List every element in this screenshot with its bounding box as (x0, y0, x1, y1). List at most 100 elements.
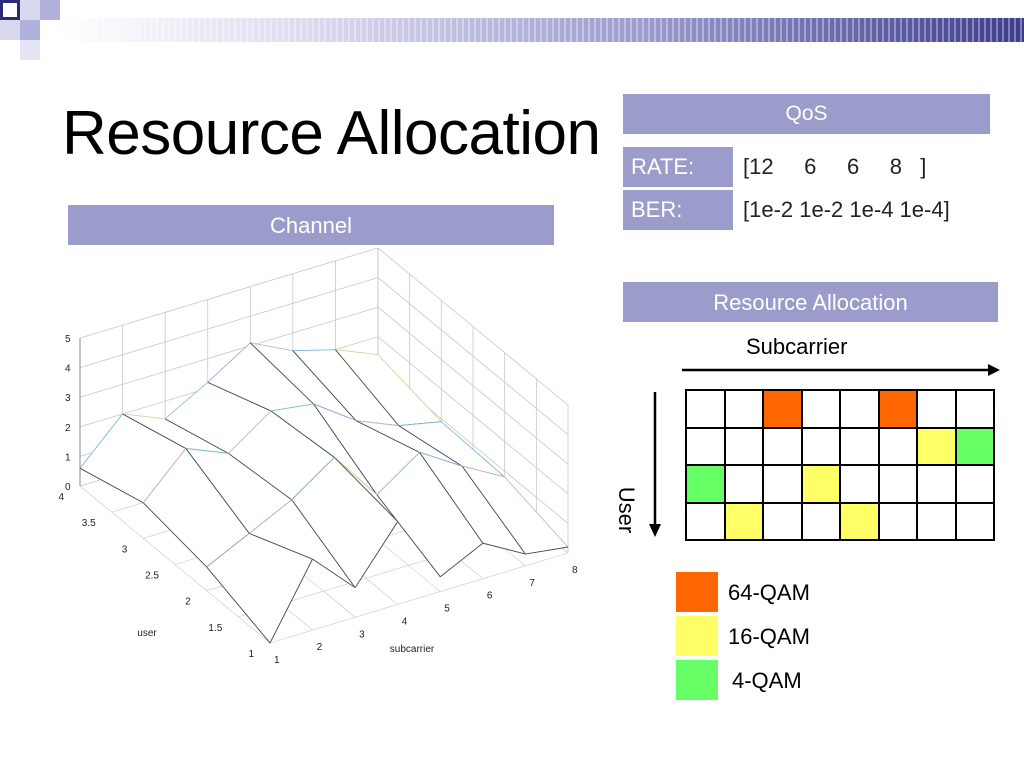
surface-edge (250, 342, 314, 405)
x-tick-label: 5 (444, 604, 450, 615)
modulation-legend: 64-QAM 16-QAM 4-QAM (676, 572, 876, 702)
surface-edge (398, 425, 463, 467)
rate-label: RATE: (623, 147, 733, 187)
z-tick-label: 0 (65, 482, 71, 493)
surface-edge (206, 566, 271, 644)
allocation-cell (723, 389, 764, 429)
grid-line (79, 306, 379, 398)
surface-edge (228, 453, 293, 501)
legend-swatch (676, 660, 718, 700)
slide-title: Resource Allocation (62, 99, 601, 168)
surface-edge (525, 546, 569, 555)
allocation-cell (685, 426, 726, 466)
subcarrier-arrow (682, 364, 1000, 376)
x-tick-label: 4 (402, 616, 408, 627)
allocation-cell (839, 501, 880, 541)
surface-edge (419, 452, 484, 544)
allocation-cell (723, 464, 764, 504)
y-tick-label: 1 (248, 649, 254, 660)
allocation-cell (762, 501, 803, 541)
allocation-cell (800, 389, 841, 429)
allocation-cell (800, 464, 841, 504)
surface-edge (270, 410, 335, 458)
surface-edge (482, 542, 526, 555)
ber-value: [1e-2 1e-2 1e-4 1e-4] (743, 197, 950, 222)
allocation-cell (916, 389, 957, 429)
x-tick-label: 3 (359, 629, 365, 640)
logo-square-light-3 (20, 40, 40, 60)
top-gradient-bar (60, 18, 1024, 42)
legend-label: 16-QAM (728, 624, 810, 649)
z-tick-label: 4 (65, 364, 71, 375)
allocation-cell (762, 389, 803, 429)
surface-edge (292, 350, 357, 422)
grid-line (377, 336, 569, 495)
allocation-cell (839, 389, 880, 429)
surface-edge (461, 465, 526, 555)
surface-edge (335, 349, 400, 426)
y-axis-label: user (137, 628, 157, 639)
allocation-cell (685, 464, 726, 504)
allocation-cell (954, 464, 995, 504)
allocation-cell (839, 464, 880, 504)
surface-edge (354, 521, 399, 588)
allocation-cell (839, 426, 880, 466)
surface-edge (164, 418, 229, 454)
logo-square-light (20, 0, 40, 20)
allocation-cell (877, 389, 918, 429)
grid-line (377, 306, 569, 465)
grid-line (377, 277, 569, 435)
surface-edge (334, 457, 398, 522)
y-tick-label: 3 (122, 544, 128, 555)
top-decoration (0, 0, 1024, 60)
channel-header: Channel (68, 205, 554, 245)
z-tick-label: 1 (65, 452, 71, 463)
surface-edge (143, 502, 207, 568)
x-tick-label: 8 (572, 565, 578, 576)
qos-header: QoS (623, 94, 990, 134)
z-tick-label: 5 (65, 334, 71, 345)
rate-value: [12 6 6 8 ] (743, 154, 927, 179)
surface-edge (122, 413, 187, 449)
grid-line (269, 552, 569, 644)
surface-edge (312, 558, 356, 589)
y-tick-label: 4 (58, 492, 64, 503)
logo-square-mid (40, 0, 60, 20)
surface-edge (79, 467, 144, 504)
surface-edge (269, 558, 313, 644)
ber-label: BER: (623, 190, 733, 230)
grid-line (79, 248, 379, 339)
surface-edge (356, 420, 420, 453)
x-tick-label: 6 (487, 591, 493, 602)
y-tick-label: 2.5 (145, 571, 159, 582)
surface-edge (185, 448, 250, 534)
grid-line (377, 248, 569, 406)
legend-swatch (676, 572, 718, 612)
surface-edge (291, 499, 356, 588)
z-tick-label: 2 (65, 423, 71, 434)
allocation-cell (916, 426, 957, 466)
surface-edge (249, 533, 313, 560)
allocation-cell (723, 501, 764, 541)
user-label: User (614, 486, 639, 534)
allocation-cell (916, 501, 957, 541)
surface-edge (207, 381, 272, 412)
allocation-cell (954, 501, 995, 541)
allocation-cell (877, 501, 918, 541)
x-tick-label: 7 (529, 578, 535, 589)
legend-label: 4-QAM (732, 668, 802, 693)
legend-label: 64-QAM (728, 580, 810, 605)
surface-edge (440, 542, 484, 578)
allocation-cell (800, 426, 841, 466)
logo-square-dark (0, 0, 20, 20)
subcarrier-label: Subcarrier (746, 334, 848, 359)
allocation-header: Resource Allocation (623, 282, 998, 322)
y-tick-label: 1.5 (208, 623, 222, 634)
allocation-grid (685, 389, 995, 541)
x-tick-label: 1 (274, 655, 280, 666)
allocation-cell (685, 389, 726, 429)
allocation-cell (762, 426, 803, 466)
allocation-cell (954, 426, 995, 466)
allocation-cell (877, 464, 918, 504)
logo-square-light-2 (0, 20, 20, 40)
